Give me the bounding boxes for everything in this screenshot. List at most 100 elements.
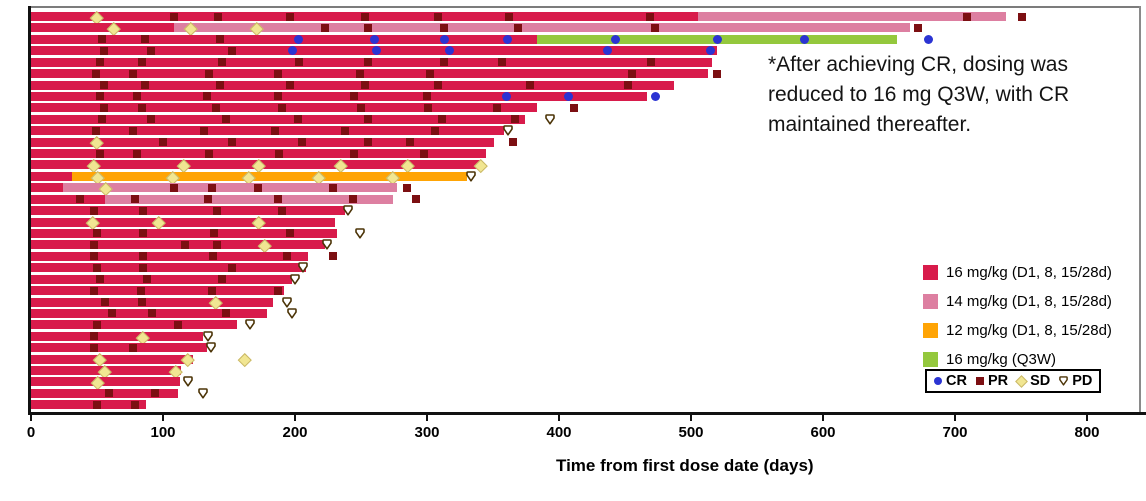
pr-marker: [646, 12, 655, 21]
pr-marker: [215, 35, 224, 44]
pr-marker: [433, 12, 442, 21]
pr-marker: [321, 23, 330, 32]
patient-bar-row: [0, 400, 1146, 410]
cr-marker: [372, 46, 382, 56]
patient-bar-row: [0, 69, 1146, 79]
pd-marker: [342, 205, 353, 216]
pr-marker: [139, 229, 148, 238]
dose-bar-segment-dose16: [31, 137, 495, 147]
pr-marker: [420, 149, 429, 158]
dose-bar-segment-dose16: [31, 80, 674, 90]
pr-marker: [132, 92, 141, 101]
pr-marker: [95, 149, 104, 158]
pr-marker: [99, 81, 108, 90]
pr-marker: [504, 12, 513, 21]
dose-legend: 16 mg/kg (D1, 8, 15/28d) 14 mg/kg (D1, 8,…: [923, 258, 1112, 374]
cr-glyph-dot: [934, 377, 942, 385]
pr-marker: [213, 206, 222, 215]
dose-bar-segment-dose16: [31, 354, 194, 364]
pr-marker: [140, 35, 149, 44]
patient-bar-row: [0, 364, 1146, 379]
patient-bar-row: [0, 205, 1146, 216]
response-legend-label: PR: [987, 373, 1009, 389]
cr-marker: [287, 46, 297, 56]
pr-marker: [99, 46, 108, 55]
pr-marker: [437, 115, 446, 124]
dose-bar-segment-dose12: [71, 171, 467, 181]
cr-marker: [603, 46, 613, 56]
pr-marker: [423, 92, 431, 101]
pr-marker: [90, 332, 99, 341]
pr-marker: [623, 81, 632, 90]
pr-marker: [159, 138, 167, 147]
cr-marker: [444, 46, 454, 56]
patient-bar-row: [0, 170, 1146, 185]
pr-marker: [273, 69, 282, 78]
pr-marker: [147, 46, 156, 55]
pr-marker: [349, 195, 358, 204]
patient-bar-row: [0, 286, 1146, 296]
cr-marker: [501, 91, 511, 101]
pr-marker: [75, 195, 84, 204]
pr-marker: [95, 58, 104, 67]
pr-marker: [273, 92, 282, 101]
patient-bar-row: [0, 308, 1146, 319]
dose-bar-segment-dose16: [31, 388, 178, 398]
pr-marker: [131, 400, 140, 409]
dose-bar-segment-dose16: [31, 263, 306, 273]
pr-marker: [93, 263, 101, 272]
pr-marker: [962, 12, 971, 21]
patient-bar-row: [0, 262, 1146, 273]
pr-marker: [205, 69, 214, 78]
pd-marker: [321, 239, 332, 250]
pr-marker: [91, 69, 100, 78]
pd-marker: [197, 388, 208, 399]
dose-bar-segment-dose16: [31, 240, 326, 250]
x-tick-mark: [294, 415, 296, 421]
cr-marker: [294, 34, 304, 44]
pr-marker: [492, 103, 501, 112]
patient-bar-row: [0, 376, 1146, 390]
dose-legend-label: 16 mg/kg (Q3W): [946, 351, 1057, 368]
patient-bar-row: [0, 319, 1146, 330]
pr-marker: [137, 103, 146, 112]
x-tick-mark: [30, 415, 32, 421]
pr-marker: [90, 286, 99, 295]
dose-legend-label: 16 mg/kg (D1, 8, 15/28d): [946, 264, 1112, 281]
patient-bar-row: [0, 251, 1146, 261]
sd-legend-icon: [1015, 374, 1028, 388]
pr-marker: [403, 183, 412, 192]
patient-bar-row: [0, 194, 1146, 204]
pr-marker: [713, 69, 722, 78]
pr-marker: [285, 81, 294, 90]
plot-border-top: [31, 6, 1141, 8]
pr-marker: [405, 138, 414, 147]
response-legend-item-PD: PD: [1059, 373, 1092, 389]
response-legend-label: SD: [1030, 373, 1051, 389]
pr-marker: [430, 126, 439, 135]
dose-bar-segment-dose16: [31, 297, 273, 307]
dose-bar-segment-dose16: [31, 171, 72, 181]
cr-marker: [706, 46, 716, 56]
x-tick-label: 700: [942, 424, 968, 441]
pr-marker: [140, 81, 149, 90]
pr-marker: [363, 138, 372, 147]
pr-marker: [147, 115, 156, 124]
pr-marker: [363, 115, 372, 124]
pd-marker: [205, 342, 216, 353]
response-legend-item-PR: PR: [975, 373, 1009, 389]
annotation-note: *After achieving CR, dosing was reduced …: [768, 50, 1140, 140]
dose-swatch-dose16: [923, 265, 938, 280]
pr-marker: [169, 12, 178, 21]
dose-bar-segment-dose16: [31, 331, 203, 341]
patient-bar-row: [0, 125, 1146, 136]
dose-bar-segment-dose14: [697, 12, 1007, 21]
pr-marker: [143, 275, 152, 284]
patient-bar-row: [0, 113, 1146, 125]
pr-marker: [425, 69, 434, 78]
pr-marker: [273, 286, 282, 295]
dose-legend-label: 14 mg/kg (D1, 8, 15/28d): [946, 293, 1112, 310]
pr-marker: [205, 149, 214, 158]
x-tick-label: 100: [150, 424, 176, 441]
